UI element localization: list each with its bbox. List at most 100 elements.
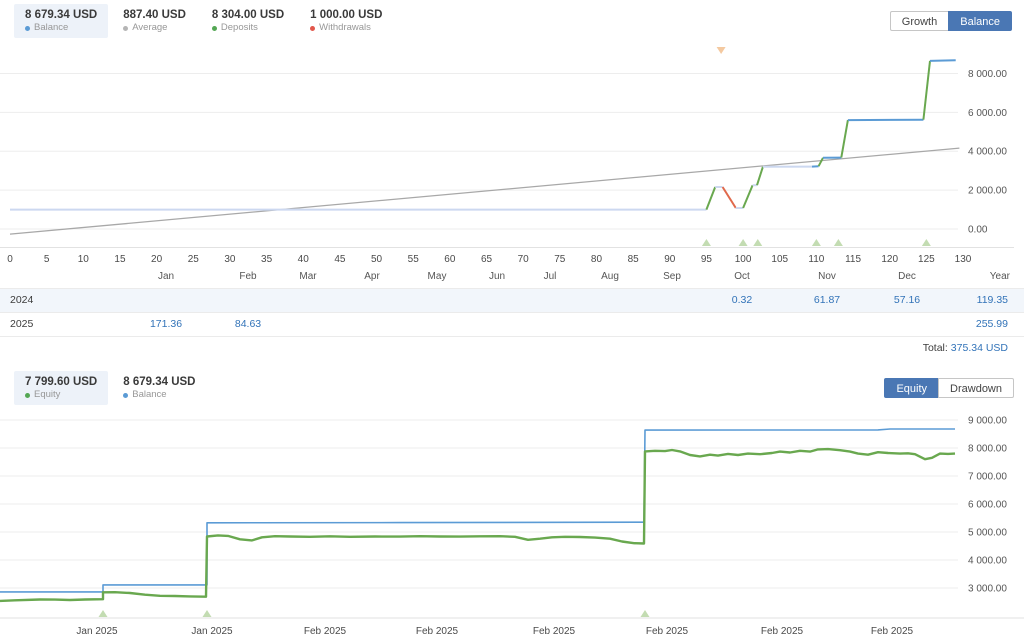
x-axis-label: Feb 2025 <box>871 626 914 637</box>
x-axis-tick: 35 <box>261 254 273 265</box>
x-axis-tick: 120 <box>881 254 898 265</box>
growth-tab[interactable]: Growth <box>889 11 949 31</box>
stat-balance[interactable]: 8 679.34 USD Balance <box>14 4 109 38</box>
stat-equity-value: 7 799.60 USD <box>25 376 98 388</box>
x-axis-tick: 65 <box>481 254 493 265</box>
drawdown-tab[interactable]: Drawdown <box>938 378 1014 398</box>
stat-withdrawals-value: 1 000.00 USD <box>310 9 383 21</box>
equity-chart-header: 7 799.60 USD Equity 8 679.34 USD Balance… <box>0 371 1024 411</box>
month-column-header: Aug <box>601 271 619 282</box>
y-axis-label: 6 000.00 <box>968 108 1007 119</box>
stat-balance-label: Balance <box>34 22 69 33</box>
stat-deposits[interactable]: 8 304.00 USD Deposits <box>201 4 295 38</box>
balance-tab[interactable]: Balance <box>948 11 1012 31</box>
growth-row-year-label: 2024 <box>10 294 34 306</box>
month-column-header: Nov <box>818 271 836 282</box>
x-axis-tick: 15 <box>114 254 126 265</box>
year-column-header: Year <box>990 271 1011 282</box>
balance-line-segment <box>929 59 956 62</box>
deposits-dot-icon <box>211 25 217 31</box>
x-axis-tick: 90 <box>664 254 676 265</box>
growth-cell-2024-Dec: 57.16 <box>893 294 921 306</box>
growth-cell-2025-Year: 255.99 <box>975 318 1008 330</box>
y-axis-label: 5 000.00 <box>968 528 1007 539</box>
y-axis-label: 2 000.00 <box>968 186 1007 197</box>
deposit-marker-icon <box>753 239 763 246</box>
growth-cell-2024-Nov: 61.87 <box>813 294 841 306</box>
balance-line-segment <box>922 60 931 120</box>
balance-line-segment <box>705 186 717 210</box>
balance-chart-header: 8 679.34 USD Balance 887.40 USD Average … <box>0 4 1024 44</box>
deposit-marker-icon <box>640 610 650 617</box>
month-column-header: Apr <box>364 271 380 282</box>
y-axis-label: 4 000.00 <box>968 147 1007 158</box>
balance-dot-icon <box>123 392 129 398</box>
x-axis-tick: 10 <box>78 254 90 265</box>
balance-line-segment <box>742 184 754 209</box>
balance-line <box>0 428 955 593</box>
x-axis-tick: 105 <box>771 254 788 265</box>
withdrawals-dot-icon <box>310 25 316 31</box>
balance-line-segment <box>756 166 764 186</box>
x-axis-tick: 70 <box>518 254 530 265</box>
x-axis-tick: 20 <box>151 254 163 265</box>
growth-total-value: 375.34 USD <box>950 342 1008 354</box>
y-axis-label: 6 000.00 <box>968 500 1007 511</box>
month-column-header: Sep <box>663 271 681 282</box>
stat-balance-2-label: Balance <box>132 389 167 400</box>
equity-tab[interactable]: Equity <box>884 378 939 398</box>
stat-average[interactable]: 887.40 USD Average <box>112 4 197 38</box>
x-axis-tick: 115 <box>845 254 861 265</box>
stat-deposits-value: 8 304.00 USD <box>211 9 285 21</box>
growth-row-year-label: 2025 <box>10 318 34 330</box>
x-axis-tick: 95 <box>701 254 713 265</box>
growth-cell-2024-Year: 119.35 <box>976 294 1008 306</box>
x-axis-tick: 60 <box>444 254 456 265</box>
bottom-chart-mode-toggle: Equity Drawdown <box>884 378 1014 398</box>
x-axis-label: Feb 2025 <box>416 626 459 637</box>
deposit-marker-icon <box>833 239 843 246</box>
stat-balance-2[interactable]: 8 679.34 USD Balance <box>112 371 206 405</box>
month-column-header: Jul <box>544 271 557 282</box>
equity-balance-chart[interactable]: 9 000.00 8 000.00 7 000.00 6 000.00 5 000.00… <box>0 408 1024 642</box>
balance-line-segment <box>817 157 824 167</box>
stat-equity[interactable]: 7 799.60 USD Equity <box>14 371 109 405</box>
equity-chart-stats: 7 799.60 USD Equity 8 679.34 USD Balance <box>14 371 211 405</box>
balance-line-segment <box>721 186 737 209</box>
x-axis-label: Feb 2025 <box>761 626 804 637</box>
month-column-header: Feb <box>239 271 257 282</box>
average-line <box>9 147 960 235</box>
x-axis-label: Feb 2025 <box>533 626 576 637</box>
balance-growth-chart[interactable]: 8 000.00 6 000.00 4 000.00 2 000.00 0.00 0 5 10… <box>0 45 1024 288</box>
x-axis-tick: 80 <box>591 254 603 265</box>
average-dot-icon <box>123 25 129 31</box>
growth-row-2024: 2024 0.32 61.87 57.16 119.35 <box>0 288 1024 312</box>
y-axis-label: 8 000.00 <box>968 69 1007 80</box>
x-axis-tick: 55 <box>408 254 420 265</box>
stat-withdrawals-label: Withdrawals <box>319 22 371 33</box>
deposit-marker-icon <box>98 610 108 617</box>
top-chart-mode-toggle: Growth Balance <box>889 11 1012 31</box>
stat-balance-2-value: 8 679.34 USD <box>123 376 196 388</box>
y-axis-label: 0.00 <box>968 225 988 236</box>
stat-withdrawals[interactable]: 1 000.00 USD Withdrawals <box>299 4 393 38</box>
month-column-header: Dec <box>898 271 916 282</box>
monthly-growth-table: 2024 0.32 61.87 57.16 119.35 2025 171.36 84.63 2… <box>0 288 1024 337</box>
balance-chart-stats: 8 679.34 USD Balance 887.40 USD Average … <box>14 4 397 38</box>
deposit-marker-icon <box>701 239 711 246</box>
month-column-header: Jan <box>158 271 174 282</box>
month-column-header: May <box>428 271 447 282</box>
x-axis-tick: 45 <box>334 254 346 265</box>
y-axis-label: 3 000.00 <box>968 584 1007 595</box>
deposit-marker-icon <box>921 239 931 246</box>
y-axis-label: 8 000.00 <box>968 444 1007 455</box>
stat-average-value: 887.40 USD <box>123 9 186 21</box>
equity-line <box>0 447 956 603</box>
growth-cell-2025-Feb: 84.63 <box>234 318 262 330</box>
equity-dot-icon <box>25 392 30 398</box>
stat-balance-value: 8 679.34 USD <box>25 9 98 21</box>
x-axis-tick: 110 <box>808 254 824 265</box>
x-axis-label: Feb 2025 <box>304 626 347 637</box>
x-axis-label: Jan 2025 <box>76 626 118 637</box>
y-axis-label: 9 000.00 <box>968 416 1007 427</box>
